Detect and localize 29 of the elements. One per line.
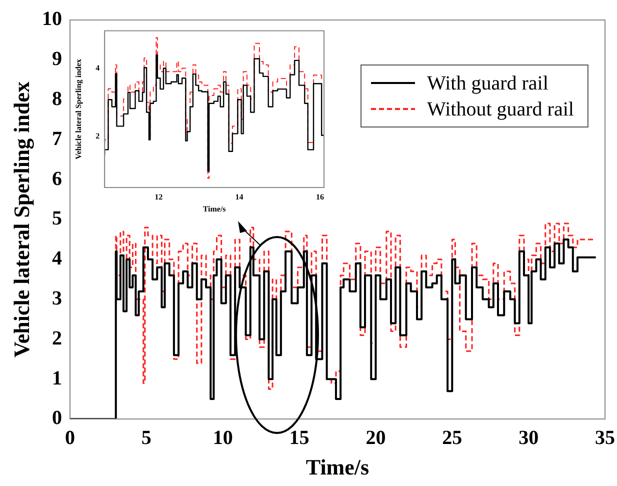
y-tick-label: 3 bbox=[52, 287, 62, 310]
x-tick-label: 15 bbox=[289, 427, 310, 450]
y-tick-label: 9 bbox=[52, 48, 62, 70]
x-tick-label: 16 bbox=[316, 192, 324, 202]
x-tick-label: 14 bbox=[235, 192, 244, 202]
y-tick-label: 5 bbox=[52, 208, 62, 230]
x-tick-label: 35 bbox=[595, 427, 615, 450]
x-tick-label: 20 bbox=[366, 427, 386, 450]
y-tick-label: 7 bbox=[52, 128, 62, 150]
x-tick-label: 10 bbox=[212, 427, 233, 450]
x-tick-label: 30 bbox=[518, 427, 539, 450]
legend-label: Without guard rail bbox=[427, 98, 574, 120]
y-axis-title: Vehicle lateral Sperling index bbox=[74, 58, 83, 160]
x-tick-label: 5 bbox=[141, 427, 152, 450]
y-tick-label: 2 bbox=[52, 327, 62, 350]
x-axis-title: Time/s bbox=[202, 204, 226, 214]
legend-label: With guard rail bbox=[427, 72, 549, 94]
y-tick-label: 4 bbox=[96, 63, 100, 72]
x-axis-title: Time/s bbox=[306, 454, 370, 480]
y-tick-label: 0 bbox=[52, 407, 62, 430]
y-tick-label: 4 bbox=[52, 248, 62, 270]
x-tick-label: 25 bbox=[442, 427, 462, 450]
y-axis-title: Vehicle lateral Sperling index bbox=[8, 81, 34, 358]
y-tick-label: 6 bbox=[52, 168, 62, 190]
y-tick-label: 1 bbox=[52, 367, 62, 390]
y-tick-label: 10 bbox=[42, 8, 62, 30]
y-tick-label: 8 bbox=[52, 88, 62, 110]
x-tick-label: 12 bbox=[154, 192, 163, 202]
y-tick-label: 2 bbox=[96, 131, 100, 140]
